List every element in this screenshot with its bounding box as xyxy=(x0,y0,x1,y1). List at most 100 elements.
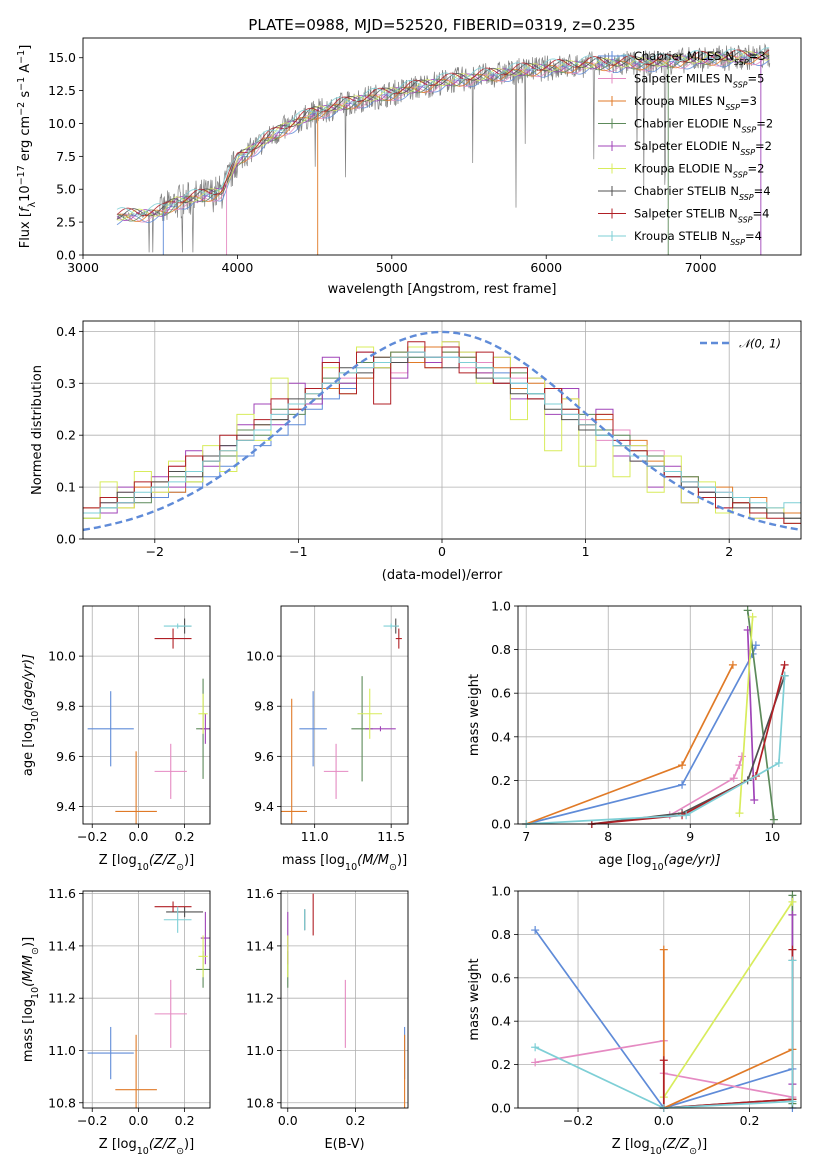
y-tick-label: 10.8 xyxy=(48,1095,76,1110)
y-tick-label: 9.8 xyxy=(254,699,274,714)
y-tick-label: 9.4 xyxy=(56,799,76,814)
label-part: 4 xyxy=(763,184,770,198)
x-tick-label: 2 xyxy=(725,544,733,559)
x-tick-label: 7 xyxy=(522,829,530,844)
y-tick-label: 11.2 xyxy=(48,991,76,1006)
weight-line-8 xyxy=(526,675,786,825)
x-tick-label: 0.2 xyxy=(740,1113,760,1128)
weight-point-1 xyxy=(729,774,738,783)
weight-point-7 xyxy=(788,945,797,954)
x-tick-label: 0.0 xyxy=(654,1113,674,1128)
model-line-7 xyxy=(116,49,770,217)
axes-frame xyxy=(280,605,409,825)
label-part: )] xyxy=(184,1137,194,1152)
axes-z-weight: −0.2 0.0 0.2 0.0 0.2 0.4 0.6 0.8 1.0 Z [log10(Z/Z… xyxy=(467,884,802,1157)
x-axis-label: Z [log10(Z/Z⊙)] xyxy=(99,853,194,873)
x-axis-label: Z [log10(Z/Z⊙)] xyxy=(612,1137,707,1157)
label-part: 3 xyxy=(758,49,765,63)
y-tick-label: 5.0 xyxy=(56,182,76,197)
label-part: −17 xyxy=(16,165,27,185)
x-tick-label: 0.2 xyxy=(175,1113,195,1128)
y-tick-label: 11.4 xyxy=(246,938,274,953)
legend-entry-5: Kroupa ELODIE NSSP=2 xyxy=(634,162,764,180)
x-tick-label: 0.0 xyxy=(128,1113,148,1128)
weight-point-2 xyxy=(659,945,668,954)
y-axis-label: Normed distribution xyxy=(30,365,45,495)
label-part: SSP xyxy=(730,238,745,247)
x-tick-label: 8 xyxy=(604,829,612,844)
y-tick-label: 0.8 xyxy=(491,927,511,942)
label-part: SSP xyxy=(740,148,755,157)
y-tick-label: 1.0 xyxy=(491,599,511,614)
label-part: N xyxy=(724,72,733,86)
x-tick-label: 3000 xyxy=(67,260,99,275)
label-part: mass [log xyxy=(282,853,345,868)
label-part: N xyxy=(725,49,734,63)
label-part: 10 xyxy=(652,862,664,873)
label-part: SSP xyxy=(725,103,740,112)
label-part: N xyxy=(729,207,738,221)
weight-line-8 xyxy=(534,960,794,1109)
axes-spectrum: 3000 4000 5000 6000 7000 0.0 2.5 5.0 7.5 10.0 12.5… xyxy=(16,16,802,297)
x-tick-label: 7000 xyxy=(685,260,717,275)
label-part: )] xyxy=(397,853,407,868)
x-axis-label: wavelength [Angstrom, rest frame] xyxy=(328,282,557,297)
label-part: mass [log xyxy=(21,999,36,1062)
legend-eq: = xyxy=(752,207,762,221)
normal-curve xyxy=(83,330,801,532)
x-tick-label: 10 xyxy=(764,829,780,844)
y-tick-label: 11.6 xyxy=(48,886,76,901)
x-tick-label: 11.5 xyxy=(377,829,405,844)
y-tick-label: 11.2 xyxy=(246,991,274,1006)
label-part: N xyxy=(724,162,733,176)
y-tick-label: 0.3 xyxy=(56,376,76,391)
weight-point-4 xyxy=(788,910,797,919)
label-part: 2 xyxy=(765,139,772,153)
axes-residuals: −2 −1 0 1 2 0.0 0.1 0.2 0.3 0.4 𝒩(0, 1) (data-model… xyxy=(30,320,802,583)
label-part: 10 xyxy=(30,987,41,999)
x-tick-label: 0.0 xyxy=(278,1113,298,1128)
legend-entry-normal: 𝒩(0, 1) xyxy=(739,337,781,351)
weight-line-5 xyxy=(738,616,754,814)
label-part: (age/yr)] xyxy=(21,654,36,711)
x-tick-label: 6000 xyxy=(530,260,562,275)
axes-mass-age: 11.0 11.5 9.4 9.6 9.8 10.0 mass [log10(M/M⊙)] xyxy=(246,605,409,873)
model-line-0 xyxy=(116,56,770,226)
label-part: Salpeter MILES xyxy=(634,72,720,86)
label-part: SSP xyxy=(734,58,749,67)
weight-line-7 xyxy=(662,949,794,1109)
histogram-step-8 xyxy=(83,351,801,539)
label-part: Chabrier ELODIE xyxy=(634,117,729,131)
weight-point-5 xyxy=(788,897,797,906)
y-tick-label: 11.0 xyxy=(246,1043,274,1058)
label-part: (age/yr)] xyxy=(664,853,721,868)
axes-frame xyxy=(82,890,211,1109)
axes-frame xyxy=(517,890,802,1109)
x-axis-label: (data-model)/error xyxy=(382,568,503,583)
weight-point-8 xyxy=(531,1043,540,1052)
axes-z-age: −0.2 0.0 0.29.49.69.810.0Z [log10(Z/Z⊙)]ag… xyxy=(21,605,211,873)
label-part: SSP xyxy=(738,215,753,224)
y-tick-label: 10.0 xyxy=(48,116,76,131)
weight-point-8 xyxy=(788,956,797,965)
y-tick-label: 0.1 xyxy=(56,480,76,495)
x-tick-label: 1 xyxy=(582,544,590,559)
label-part: ] xyxy=(18,45,33,50)
label-part: ⊙ xyxy=(689,1146,697,1157)
y-tick-label: 10.0 xyxy=(246,649,274,664)
x-tick-label: −2 xyxy=(146,544,164,559)
y-axis-label: mass weight xyxy=(467,958,482,1040)
weight-line-6 xyxy=(591,675,786,825)
axes-frame xyxy=(517,605,802,825)
weight-point-0 xyxy=(751,641,760,650)
label-part: Z [log xyxy=(612,1137,650,1152)
weight-point-5 xyxy=(735,809,744,818)
weight-point-8 xyxy=(788,1097,797,1106)
model-line-5 xyxy=(116,51,770,221)
y-axis-label: Flux [fλ10−17 erg cm−2 s−1 A−1] xyxy=(16,45,38,249)
legend-eq: = xyxy=(740,94,750,108)
label-part: −2 xyxy=(16,102,27,116)
y-tick-label: 1.0 xyxy=(491,884,511,899)
